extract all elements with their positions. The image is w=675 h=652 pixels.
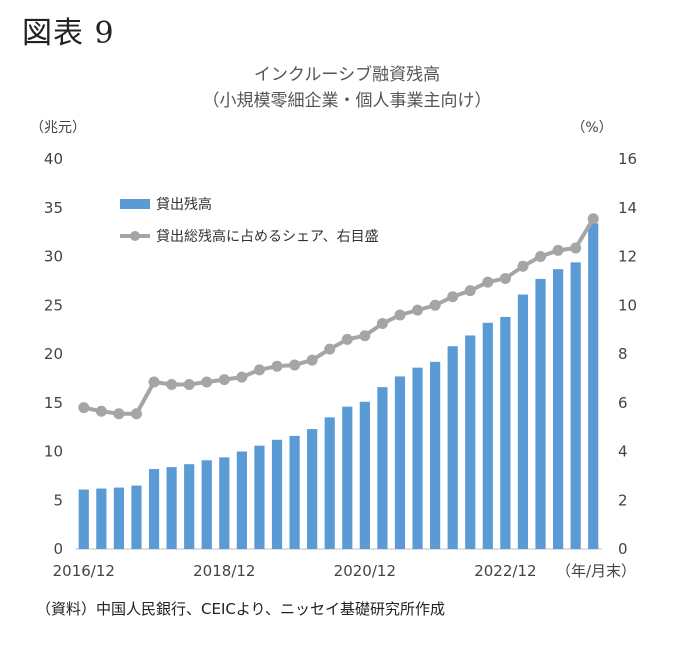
share-point xyxy=(482,276,494,288)
bar xyxy=(377,387,388,549)
source-note: （資料）中国人民銀行、CEICより、ニッセイ基礎研究所作成 xyxy=(36,600,445,618)
bar xyxy=(430,361,441,549)
x-tick-label: 2016/12 xyxy=(53,562,115,580)
y-right-tick-label: 4 xyxy=(618,443,628,461)
bar xyxy=(131,485,142,549)
share-point xyxy=(201,376,213,388)
share-point xyxy=(236,371,248,383)
right-axis-unit: （%） xyxy=(571,120,612,136)
bar xyxy=(482,322,493,549)
x-tick-label: 2018/12 xyxy=(193,562,255,580)
share-point xyxy=(148,376,160,388)
left-axis-unit: （兆元） xyxy=(30,120,86,136)
share-line xyxy=(83,217,595,416)
chart-subtitle: （小規模零細企業・個人事業主向け） xyxy=(203,91,492,111)
share-point xyxy=(587,213,599,225)
bar xyxy=(113,487,125,549)
bars-group xyxy=(78,223,599,549)
share-point xyxy=(570,242,582,254)
legend-bar-swatch xyxy=(120,199,150,209)
y-right-tick-label: 14 xyxy=(618,199,637,217)
share-point xyxy=(499,272,511,284)
bar xyxy=(78,489,89,549)
share-point xyxy=(183,378,195,390)
bar xyxy=(535,278,546,549)
bar xyxy=(500,316,511,549)
bar xyxy=(412,367,423,549)
y-left-tick-label: 25 xyxy=(44,296,63,314)
bar xyxy=(447,346,458,549)
bar xyxy=(307,429,318,549)
y-left-tick-label: 5 xyxy=(53,491,63,509)
y-right-tick-label: 12 xyxy=(618,248,637,266)
bar xyxy=(359,401,370,549)
x-tick-label: 2020/12 xyxy=(334,562,396,580)
share-point xyxy=(535,251,547,262)
share-point xyxy=(166,378,178,390)
share-point xyxy=(78,402,90,414)
bar xyxy=(324,417,335,549)
x-tick-label: 2022/12 xyxy=(474,562,536,580)
bar xyxy=(148,469,160,549)
bar xyxy=(394,376,406,549)
bar xyxy=(289,435,300,549)
share-point xyxy=(324,343,336,355)
y-left-tick-label: 15 xyxy=(44,394,63,412)
bar xyxy=(570,262,581,549)
y-right-tick-label: 2 xyxy=(618,491,628,509)
bar xyxy=(166,467,177,549)
share-point xyxy=(464,285,476,297)
share-point xyxy=(130,408,142,420)
share-point xyxy=(412,304,424,316)
share-point xyxy=(394,309,406,321)
line-group xyxy=(78,213,599,420)
share-point xyxy=(517,260,529,272)
legend-line-label: 貸出総残高に占めるシェア、右目盛 xyxy=(156,228,379,245)
bar xyxy=(588,223,599,549)
figure-label: 図表 9 xyxy=(22,16,115,51)
share-point xyxy=(306,354,318,366)
share-point xyxy=(376,318,388,330)
share-point xyxy=(113,408,125,420)
bar xyxy=(236,451,247,549)
y-right-tick-label: 0 xyxy=(618,540,628,558)
y-right-tick-label: 16 xyxy=(618,150,637,168)
chart-title: インクルーシブ融資残高 xyxy=(254,64,440,85)
bar xyxy=(184,464,195,549)
share-point xyxy=(218,374,230,386)
x-axis-unit: （年/月末） xyxy=(556,562,636,580)
legend: 貸出残高 貸出総残高に占めるシェア、右目盛 xyxy=(120,196,379,245)
bar xyxy=(96,488,107,549)
bar xyxy=(342,406,353,549)
share-point xyxy=(447,291,459,303)
bar xyxy=(465,335,476,549)
bar xyxy=(271,439,283,549)
share-point xyxy=(429,299,441,311)
y-right-tick-label: 8 xyxy=(618,345,628,363)
bar xyxy=(219,457,230,549)
share-point xyxy=(253,364,265,376)
y-left-tick-label: 35 xyxy=(44,199,63,217)
y-left-tick-label: 30 xyxy=(44,248,63,266)
share-point xyxy=(95,405,107,417)
legend-bar-label: 貸出残高 xyxy=(156,196,212,213)
y-left-tick-label: 20 xyxy=(44,345,63,363)
share-point xyxy=(359,330,371,342)
y-right-tick-label: 10 xyxy=(618,296,637,314)
share-point xyxy=(271,360,283,372)
y-left-tick-label: 0 xyxy=(53,540,63,558)
y-left-tick-label: 10 xyxy=(44,443,63,461)
legend-line-marker xyxy=(130,231,140,241)
share-point xyxy=(341,333,353,345)
y-right-tick-label: 6 xyxy=(618,394,628,412)
bar xyxy=(552,269,564,549)
share-point xyxy=(289,359,301,371)
share-point xyxy=(552,244,564,256)
axes-group: 0 5 10 15 20 25 30 35 40 0 2 4 6 8 10 12 14 16 2016/12 2018… xyxy=(44,150,637,580)
bar xyxy=(254,445,265,549)
bar xyxy=(201,460,212,549)
y-left-tick-label: 40 xyxy=(44,150,63,168)
bar xyxy=(517,294,529,549)
